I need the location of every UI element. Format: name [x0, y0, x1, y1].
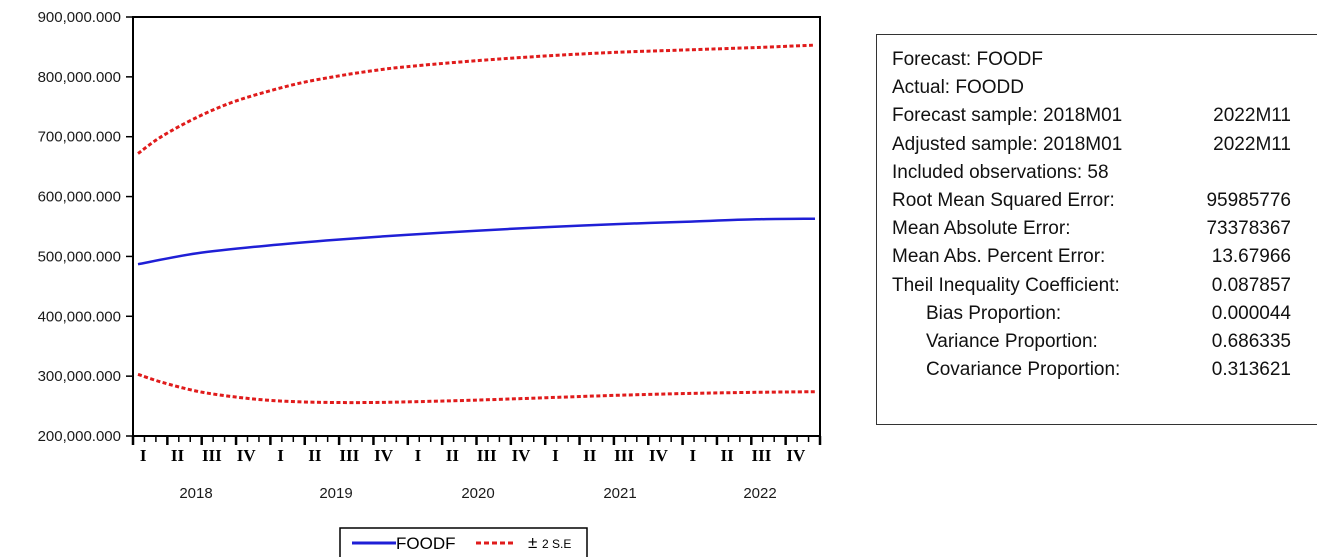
forecast-evaluation-panel: Forecast: FOODF Actual: FOODD Forecast s…	[876, 34, 1317, 425]
stat-mape-label: Mean Abs. Percent Error:	[892, 246, 1106, 268]
x-quarter-label: III	[477, 446, 497, 465]
x-quarter-label: I	[552, 446, 559, 465]
x-quarter-label: I	[277, 446, 284, 465]
stat-row-theil: Theil Inequality Coefficient: 0.087857	[892, 275, 1317, 303]
stat-forecast-label: Forecast: FOODF	[892, 49, 1043, 70]
stat-bias-label: Bias Proportion:	[926, 302, 1062, 324]
x-quarter-label: IV	[374, 446, 394, 465]
series-layer	[137, 43, 816, 405]
stat-row-adjusted-sample: Adjusted sample: 2018M01 2022M11	[892, 134, 1317, 162]
stat-bias-value: 0.000044	[1211, 302, 1291, 324]
stat-covariance-label: Covariance Proportion:	[926, 359, 1121, 381]
x-axis: I II III IV I II III IV I II III IV I II III IV I II III IV…	[131, 436, 822, 502]
y-tick-label: 200,000.000	[38, 428, 121, 445]
stat-row-actual: Actual: FOODD	[892, 77, 1317, 105]
stat-covariance-value: 0.313621	[1211, 359, 1291, 381]
stat-mae-label: Mean Absolute Error:	[892, 218, 1071, 240]
x-year-label: 2022	[743, 485, 776, 502]
stat-rmse-label: Root Mean Squared Error:	[892, 189, 1115, 211]
stat-row-mape: Mean Abs. Percent Error: 13.67966	[892, 246, 1317, 274]
x-year-label: 2018	[179, 485, 212, 502]
x-quarter-label: I	[140, 446, 147, 465]
legend-se-symbol: ±	[528, 533, 537, 552]
x-year-label: 2019	[319, 485, 352, 502]
x-year-label: 2020	[461, 485, 494, 502]
stat-row-rmse: Root Mean Squared Error: 95985776	[892, 190, 1317, 218]
x-quarter-label: IV	[237, 446, 257, 465]
stat-row-bias: Bias Proportion: 0.000044	[892, 303, 1317, 331]
x-quarter-label: II	[308, 446, 322, 465]
legend-foodf-label: FOODF	[396, 534, 456, 553]
stat-mae-value: 73378367	[1206, 218, 1291, 240]
x-quarter-label: III	[202, 446, 222, 465]
y-axis: 200,000.000 300,000.000 400,000.000 500,000…	[38, 9, 133, 445]
legend: FOODF ± 2 S.E	[339, 527, 588, 557]
plot-area	[132, 16, 821, 437]
stat-forecast-sample-end: 2022M11	[1213, 105, 1291, 127]
x-quarter-label: IV	[786, 446, 806, 465]
stat-row-forecast-sample: Forecast sample: 2018M01 2022M11	[892, 105, 1317, 133]
x-quarter-label: I	[689, 446, 696, 465]
x-quarter-label: II	[446, 446, 460, 465]
forecast-chart: 200,000.000 300,000.000 400,000.000 500,000…	[38, 9, 822, 557]
stat-row-forecast: Forecast: FOODF	[892, 49, 1317, 77]
x-quarter-label: II	[171, 446, 185, 465]
x-quarter-label: III	[339, 446, 359, 465]
stat-adjusted-sample-label: Adjusted sample: 2018M01	[892, 133, 1123, 155]
x-quarter-label: III	[752, 446, 772, 465]
series-lower-2se-line	[137, 372, 816, 405]
stat-theil-value: 0.087857	[1211, 274, 1291, 296]
stat-included-obs-label: Included observations: 58	[892, 161, 1109, 183]
x-quarter-label: I	[415, 446, 422, 465]
stat-row-covariance: Covariance Proportion: 0.313621	[892, 359, 1317, 387]
x-year-label: 2021	[603, 485, 636, 502]
stat-theil-label: Theil Inequality Coefficient:	[892, 274, 1120, 296]
x-quarter-label: III	[614, 446, 634, 465]
stat-variance-label: Variance Proportion:	[926, 330, 1098, 352]
stat-rmse-value: 95985776	[1206, 189, 1291, 211]
y-tick-label: 500,000.000	[38, 248, 121, 265]
y-tick-label: 400,000.000	[38, 308, 121, 325]
x-quarter-label: IV	[649, 446, 669, 465]
y-tick-label: 300,000.000	[38, 368, 121, 385]
y-tick-label: 800,000.000	[38, 69, 121, 86]
y-tick-label: 600,000.000	[38, 189, 121, 206]
x-quarter-label: II	[721, 446, 735, 465]
y-tick-label: 900,000.000	[38, 9, 121, 26]
stat-variance-value: 0.686335	[1211, 330, 1291, 352]
stat-row-mae: Mean Absolute Error: 73378367	[892, 218, 1317, 246]
stat-actual-label: Actual: FOODD	[892, 77, 1024, 99]
stat-forecast-sample-label: Forecast sample: 2018M01	[892, 105, 1123, 127]
stat-mape-value: 13.67966	[1211, 246, 1291, 268]
stat-row-included-obs: Included observations: 58	[892, 162, 1317, 190]
legend-se-label: 2 S.E	[542, 537, 571, 551]
x-quarter-label: II	[583, 446, 597, 465]
series-upper-2se-line	[137, 43, 816, 155]
x-quarter-label: IV	[512, 446, 532, 465]
stat-row-variance: Variance Proportion: 0.686335	[892, 331, 1317, 359]
series-foodf-line	[137, 217, 816, 266]
y-tick-label: 700,000.000	[38, 129, 121, 146]
stat-adjusted-sample-end: 2022M11	[1213, 133, 1291, 155]
